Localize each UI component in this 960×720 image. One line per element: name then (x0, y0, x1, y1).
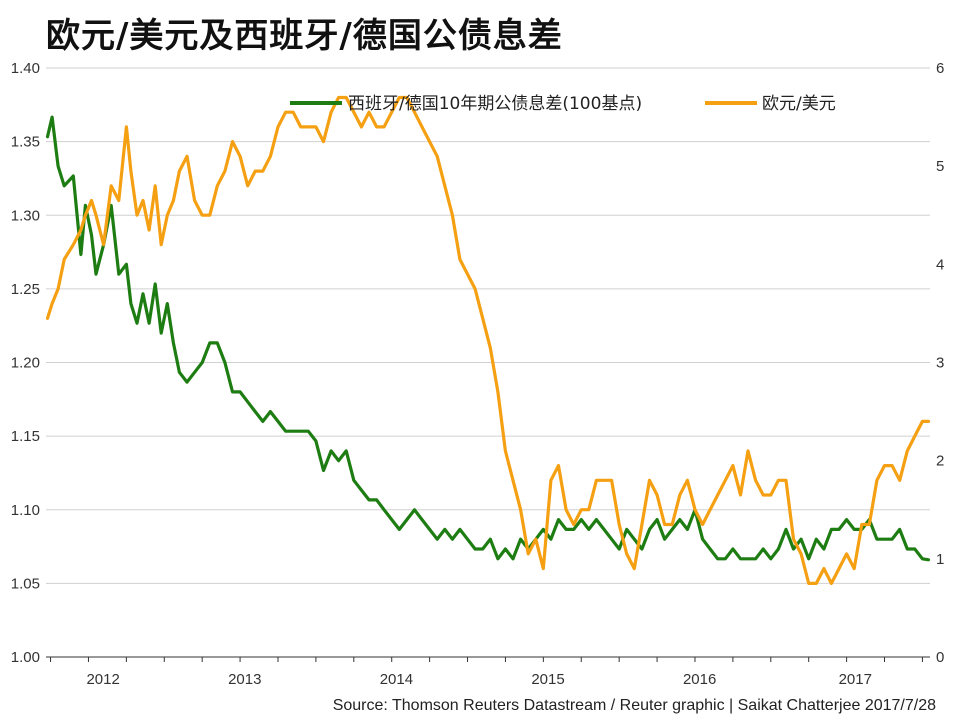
y-left-tick-label: 1.00 (11, 649, 40, 666)
legend-label: 欧元/美元 (762, 94, 836, 114)
series-line (45, 95, 931, 586)
chart-title: 欧元/美元及西班牙/德国公债息差 (46, 16, 563, 56)
y-left-tick-label: 1.20 (11, 355, 40, 372)
x-tick-label: 2015 (531, 671, 564, 688)
axes: 1.00 1.05 1.10 1.15 1.20 1.25 1.30 1.35 1.40 0 1 2 3… (11, 60, 945, 688)
series-lines (45, 95, 931, 586)
y-right-tick-label: 2 (936, 453, 944, 470)
y-right-tick-label: 3 (936, 355, 944, 372)
y-left-tick-label: 1.15 (11, 428, 40, 445)
y-left-tick-label: 1.25 (11, 281, 40, 298)
source-note: Source: Thomson Reuters Datastream / Reu… (332, 697, 936, 714)
y-left-tick-label: 1.30 (11, 207, 40, 224)
y-left-tick-label: 1.05 (11, 575, 40, 592)
legend: 西班牙/德国10年期公债息差(100基点) 欧元/美元 (290, 94, 836, 114)
x-tick-label: 2012 (86, 671, 119, 688)
y-left-tick-label: 1.40 (11, 60, 40, 77)
y-left-tick-label: 1.35 (11, 134, 40, 151)
grid-lines (46, 67, 930, 584)
y-right-tick-label: 4 (936, 256, 944, 273)
y-left-tick-label: 1.10 (11, 502, 40, 519)
x-tick-label: 2016 (683, 671, 716, 688)
x-tick-label: 2017 (839, 671, 872, 688)
y-right-tick-label: 6 (936, 60, 944, 77)
series-line (45, 115, 931, 562)
x-tick-label: 2014 (380, 671, 413, 688)
y-right-tick-label: 0 (936, 649, 944, 666)
legend-label: 西班牙/德国10年期公债息差(100基点) (348, 94, 642, 114)
y-right-tick-label: 5 (936, 158, 944, 175)
y-right-tick-label: 1 (936, 551, 944, 568)
x-tick-label: 2013 (228, 671, 261, 688)
